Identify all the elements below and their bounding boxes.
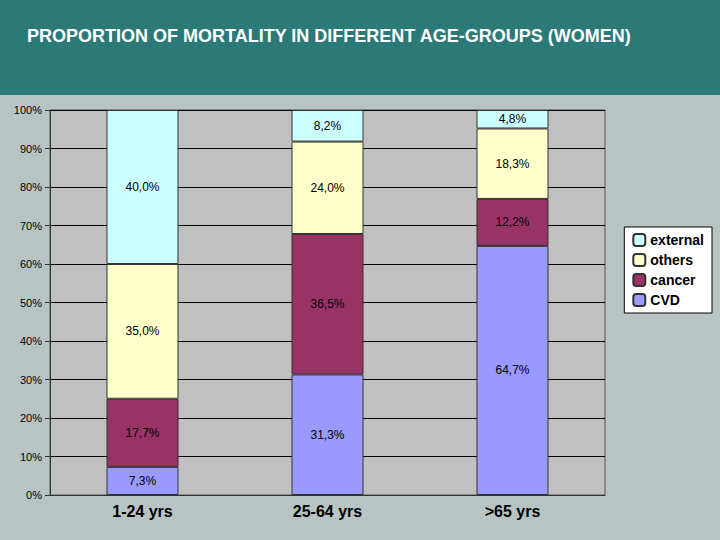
svg-text:64,7%: 64,7% xyxy=(495,363,529,377)
svg-text:8,2%: 8,2% xyxy=(314,119,342,133)
svg-text:20%: 20% xyxy=(20,412,42,424)
svg-text:0%: 0% xyxy=(26,489,42,501)
svg-text:80%: 80% xyxy=(20,181,42,193)
svg-text:36,5%: 36,5% xyxy=(310,297,344,311)
svg-text:12,2%: 12,2% xyxy=(495,215,529,229)
svg-text:7,3%: 7,3% xyxy=(129,474,157,488)
svg-text:100%: 100% xyxy=(14,104,42,116)
svg-text:18,3%: 18,3% xyxy=(495,157,529,171)
svg-text:CVD: CVD xyxy=(650,292,680,308)
svg-text:30%: 30% xyxy=(20,374,42,386)
svg-text:>65 yrs: >65 yrs xyxy=(485,503,541,520)
svg-text:10%: 10% xyxy=(20,451,42,463)
svg-text:40%: 40% xyxy=(20,335,42,347)
svg-text:35,0%: 35,0% xyxy=(125,324,159,338)
svg-text:70%: 70% xyxy=(20,220,42,232)
svg-text:25-64 yrs: 25-64 yrs xyxy=(293,503,362,520)
svg-text:31,3%: 31,3% xyxy=(310,428,344,442)
svg-text:40,0%: 40,0% xyxy=(125,180,159,194)
svg-text:24,0%: 24,0% xyxy=(310,181,344,195)
svg-text:4,8%: 4,8% xyxy=(499,112,527,126)
svg-text:50%: 50% xyxy=(20,297,42,309)
svg-text:1-24 yrs: 1-24 yrs xyxy=(112,503,173,520)
svg-text:17,7%: 17,7% xyxy=(125,426,159,440)
svg-text:cancer: cancer xyxy=(650,272,696,288)
svg-text:others: others xyxy=(650,252,693,268)
svg-text:60%: 60% xyxy=(20,258,42,270)
svg-text:external: external xyxy=(650,232,704,248)
svg-text:PROPORTION OF MORTALITY IN DIF: PROPORTION OF MORTALITY IN DIFFERENT AGE… xyxy=(27,26,631,46)
svg-text:90%: 90% xyxy=(20,143,42,155)
